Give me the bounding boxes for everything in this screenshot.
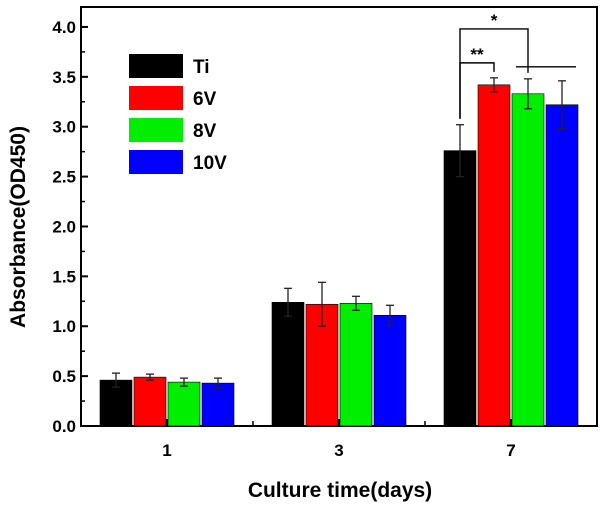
bar bbox=[271, 301, 305, 427]
legend-swatch bbox=[129, 150, 183, 174]
bars-layer bbox=[99, 77, 579, 427]
legend-label: Ti bbox=[193, 57, 210, 78]
y-tick-label: 0.0 bbox=[52, 417, 76, 436]
x-tick-label: 1 bbox=[162, 441, 171, 460]
significance-bracket bbox=[459, 62, 495, 119]
legend-label: 6V bbox=[193, 89, 217, 110]
y-tick-label: 4.0 bbox=[52, 18, 76, 37]
significance-label: ** bbox=[470, 45, 484, 64]
y-tick-label: 0.5 bbox=[52, 367, 76, 386]
y-tick-label: 2.5 bbox=[52, 168, 76, 187]
legend: Ti 6V 8V 10V bbox=[129, 54, 227, 174]
bar bbox=[99, 379, 133, 427]
y-tick-label: 1.5 bbox=[52, 267, 76, 286]
bar bbox=[373, 314, 407, 427]
y-tick-label: 3.5 bbox=[52, 68, 76, 87]
legend-swatch bbox=[129, 54, 183, 78]
legend-label: 8V bbox=[193, 121, 217, 142]
x-tick-label: 3 bbox=[334, 441, 343, 460]
y-axis-title: Absorbance(OD450) bbox=[7, 126, 30, 328]
y-tick-label: 1.0 bbox=[52, 317, 76, 336]
bar bbox=[339, 302, 373, 427]
x-axis-title: Culture time(days) bbox=[248, 479, 432, 502]
axis-layer: 0.0 0.5 1.0 1.5 2.0 2.5 3.0 3.5 4.0 1 3 7 bbox=[52, 6, 598, 460]
y-tick-label: 2.0 bbox=[52, 217, 76, 236]
legend-label: 10V bbox=[193, 153, 227, 174]
bar bbox=[511, 93, 545, 427]
legend-swatch bbox=[129, 86, 183, 110]
annotation-layer: *** bbox=[459, 11, 576, 119]
legend-swatch bbox=[129, 118, 183, 142]
bar bbox=[477, 84, 511, 427]
bar bbox=[201, 382, 235, 427]
bar bbox=[133, 376, 167, 427]
y-tick-label: 3.0 bbox=[52, 118, 76, 137]
bar bbox=[167, 381, 201, 427]
bar bbox=[545, 104, 579, 427]
bar bbox=[443, 150, 477, 427]
significance-label: * bbox=[491, 11, 498, 30]
x-tick-label: 7 bbox=[506, 441, 515, 460]
